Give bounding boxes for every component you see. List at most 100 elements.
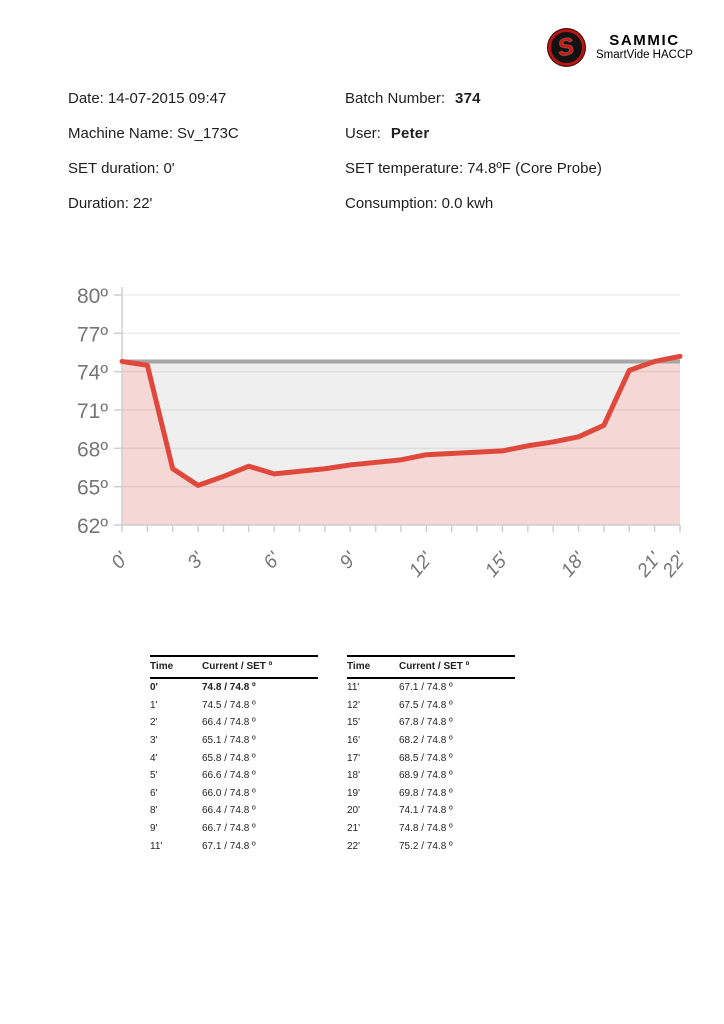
col-header-current-set: Current / SET º	[202, 661, 273, 672]
col-header-time: Time	[347, 661, 371, 672]
sammic-logo-icon: S	[548, 29, 585, 66]
cell-time: 15'	[347, 717, 361, 729]
readings-table: Time Current / SET º 11' 67.1 / 74.8 º 12' 67…	[347, 655, 515, 855]
y-tick-label: 77º	[77, 323, 108, 346]
readings-table-right: Time Current / SET º 11' 67.1 / 74.8 º 12' 67…	[347, 655, 515, 855]
table-row: 5' 66.6 / 74.8 º	[150, 767, 318, 785]
table-row: 12' 67.5 / 74.8 º	[347, 697, 515, 715]
meta-date-value: 14-07-2015 09:47	[107, 90, 227, 107]
current-area-fill	[122, 356, 680, 525]
y-tick-label: 65º	[77, 477, 108, 500]
cell-current-set: 74.1 / 74.8 º	[399, 805, 453, 817]
meta-set-duration: SET duration: 0'	[68, 160, 175, 177]
y-tick-label: 71º	[77, 400, 108, 423]
meta-duration-label: Duration:	[68, 195, 129, 212]
cell-current-set: 74.5 / 74.8 º	[202, 699, 256, 711]
x-tick-label: 9'	[336, 548, 362, 573]
meta-set-duration-label: SET duration:	[68, 160, 160, 177]
cell-time: 9'	[150, 823, 158, 835]
table-row: 19' 69.8 / 74.8 º	[347, 785, 515, 803]
cell-time: 12'	[347, 699, 361, 711]
table-row: 18' 68.9 / 74.8 º	[347, 767, 515, 785]
meta-consumption: Consumption: 0.0 kwh	[345, 195, 493, 212]
meta-set-temperature-label: SET temperature:	[345, 160, 464, 177]
col-header-time: Time	[150, 661, 174, 672]
brand-name: SAMMIC	[609, 32, 680, 49]
cell-time: 21'	[347, 823, 361, 835]
readings-table: Time Current / SET º 0' 74.8 / 74.8 º 1' 74.5…	[150, 655, 318, 855]
cell-time: 16'	[347, 735, 361, 747]
readings-table-left: Time Current / SET º 0' 74.8 / 74.8 º 1' 74.5…	[150, 655, 318, 855]
table-row: 4' 65.8 / 74.8 º	[150, 749, 318, 767]
meta-machine-value: Sv_173C	[177, 125, 239, 142]
cell-current-set: 68.9 / 74.8 º	[399, 770, 453, 782]
meta-machine: Machine Name: Sv_173C	[68, 125, 239, 142]
cell-time: 19'	[347, 787, 361, 799]
table-row: 2' 66.4 / 74.8 º	[150, 714, 318, 732]
table-row: 11' 67.1 / 74.8 º	[347, 678, 515, 697]
cell-time: 22'	[347, 840, 361, 852]
current-temperature-line	[119, 353, 683, 488]
cell-time: 2'	[150, 717, 158, 729]
cell-current-set: 66.0 / 74.8 º	[202, 787, 256, 799]
table-row: 0' 74.8 / 74.8 º	[150, 678, 318, 697]
cell-current-set: 65.1 / 74.8 º	[202, 735, 256, 747]
cell-current-set: 74.8 / 74.8 º	[202, 682, 256, 694]
table-row: 11' 67.1 / 74.8 º	[150, 837, 318, 855]
meta-user: User: Peter	[345, 125, 429, 142]
table-row: 6' 66.0 / 74.8 º	[150, 785, 318, 803]
meta-machine-label: Machine Name:	[68, 125, 174, 142]
meta-user-value: Peter	[390, 125, 430, 142]
meta-batch: Batch Number: 374	[345, 90, 481, 107]
cell-current-set: 74.8 / 74.8 º	[399, 823, 453, 835]
y-tick-label: 68º	[77, 438, 108, 461]
cell-time: 0'	[150, 682, 158, 694]
cell-time: 3'	[150, 735, 158, 747]
meta-set-temperature-value: 74.8ºF (Core Probe)	[467, 160, 602, 177]
cell-time: 11'	[150, 840, 163, 852]
table-row: 16' 68.2 / 74.8 º	[347, 732, 515, 750]
meta-consumption-label: Consumption:	[345, 195, 438, 212]
cell-time: 1'	[150, 699, 158, 711]
meta-set-duration-value: 0'	[163, 160, 175, 177]
meta-duration-value: 22'	[132, 195, 153, 212]
meta-batch-label: Batch Number:	[345, 90, 446, 107]
table-row: 15' 67.8 / 74.8 º	[347, 714, 515, 732]
table-row: 8' 66.4 / 74.8 º	[150, 802, 318, 820]
cell-time: 4'	[150, 752, 158, 764]
y-tick-label: 62º	[77, 515, 108, 538]
x-tick-label: 3'	[184, 548, 210, 573]
meta-batch-value: 374	[455, 90, 481, 107]
sammic-monogram: S	[555, 32, 578, 62]
cell-time: 17'	[347, 752, 361, 764]
cell-time: 20'	[347, 805, 361, 817]
cell-current-set: 66.7 / 74.8 º	[202, 823, 256, 835]
cell-current-set: 68.2 / 74.8 º	[399, 735, 453, 747]
x-tick-label: 6'	[260, 548, 286, 573]
cell-current-set: 75.2 / 74.8 º	[399, 840, 453, 852]
table-row: 20' 74.1 / 74.8 º	[347, 802, 515, 820]
cell-current-set: 65.8 / 74.8 º	[202, 752, 256, 764]
cell-current-set: 67.1 / 74.8 º	[202, 840, 256, 852]
cell-time: 6'	[150, 787, 158, 799]
meta-date-label: Date:	[68, 90, 104, 107]
x-tick-label: 18'	[557, 548, 590, 582]
cell-current-set: 68.5 / 74.8 º	[399, 752, 453, 764]
table-row: 9' 66.7 / 74.8 º	[150, 820, 318, 838]
x-tick-label: 22'	[658, 548, 692, 582]
cell-current-set: 67.8 / 74.8 º	[399, 717, 453, 729]
logo-text: SAMMIC SmartVide HACCP	[596, 33, 693, 62]
cell-current-set: 66.4 / 74.8 º	[202, 805, 256, 817]
x-tick-label: 12'	[405, 548, 438, 582]
meta-user-label: User:	[345, 125, 381, 142]
cell-current-set: 66.4 / 74.8 º	[202, 717, 256, 729]
y-tick-label: 74º	[77, 362, 108, 385]
cell-time: 8'	[150, 805, 158, 817]
meta-date: Date: 14-07-2015 09:47	[68, 90, 226, 107]
table-row: 21' 74.8 / 74.8 º	[347, 820, 515, 838]
meta-set-temperature: SET temperature: 74.8ºF (Core Probe)	[345, 160, 602, 177]
cell-time: 11'	[347, 682, 360, 694]
meta-duration: Duration: 22'	[68, 195, 152, 212]
x-tick-label: 15'	[481, 548, 514, 582]
cell-current-set: 66.6 / 74.8 º	[202, 770, 256, 782]
